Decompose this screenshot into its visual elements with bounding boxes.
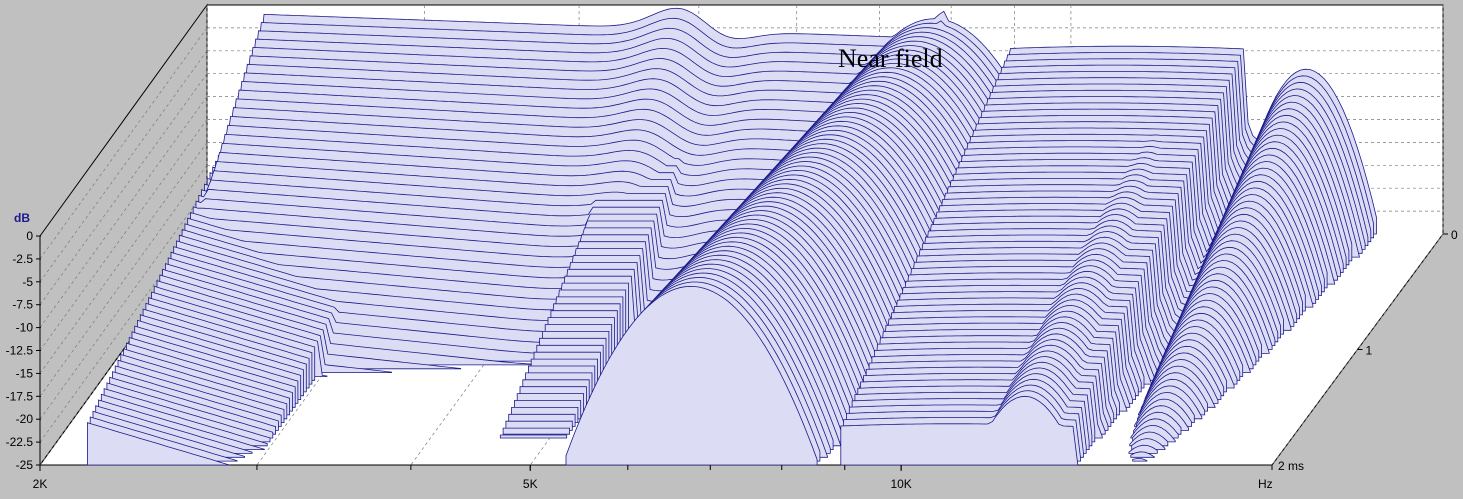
y-tick-label: -12.5 bbox=[6, 344, 34, 358]
decay-slice bbox=[1128, 444, 1158, 454]
x-tick-label: 2K bbox=[33, 477, 48, 491]
y-tick-label: 0 bbox=[26, 229, 33, 243]
y-tick-label: -22.5 bbox=[6, 435, 34, 449]
y-tick-label: -10 bbox=[16, 321, 34, 335]
decay-slice bbox=[499, 434, 568, 439]
time-unit-label: 2 ms bbox=[1278, 459, 1304, 473]
y-unit-label: dB bbox=[14, 211, 30, 225]
x-unit-label: Hz bbox=[1258, 477, 1273, 491]
y-tick-label: -15 bbox=[16, 366, 34, 380]
axes: dB 0 -2.5 -5 -7.5 -10 -12.5 -15 -17.5 -20 -22.5 -25… bbox=[6, 211, 1458, 491]
y-tick-label: -2.5 bbox=[12, 252, 33, 266]
y-tick-label: -25 bbox=[16, 458, 34, 472]
y-tick-label: -17.5 bbox=[6, 389, 34, 403]
near-field-annotation: Near field bbox=[838, 44, 943, 73]
decay-slice bbox=[1130, 451, 1155, 458]
time-tick-label: 0 bbox=[1451, 228, 1458, 242]
y-tick-label: -20 bbox=[16, 412, 34, 426]
x-tick-label: 5K bbox=[523, 477, 538, 491]
decay-slices bbox=[87, 7, 1377, 466]
decay-slice bbox=[502, 427, 570, 435]
x-tick-label: 10K bbox=[890, 477, 911, 491]
time-tick-label: 1 bbox=[1366, 344, 1373, 358]
left-wall-gridline bbox=[39, 27, 208, 260]
y-tick-label: -7.5 bbox=[12, 298, 33, 312]
decay-slice bbox=[840, 395, 1079, 466]
y-tick-label: -5 bbox=[22, 275, 33, 289]
decay-slice bbox=[565, 285, 818, 466]
decay-slice bbox=[87, 422, 230, 466]
decay-slice bbox=[1132, 457, 1148, 462]
